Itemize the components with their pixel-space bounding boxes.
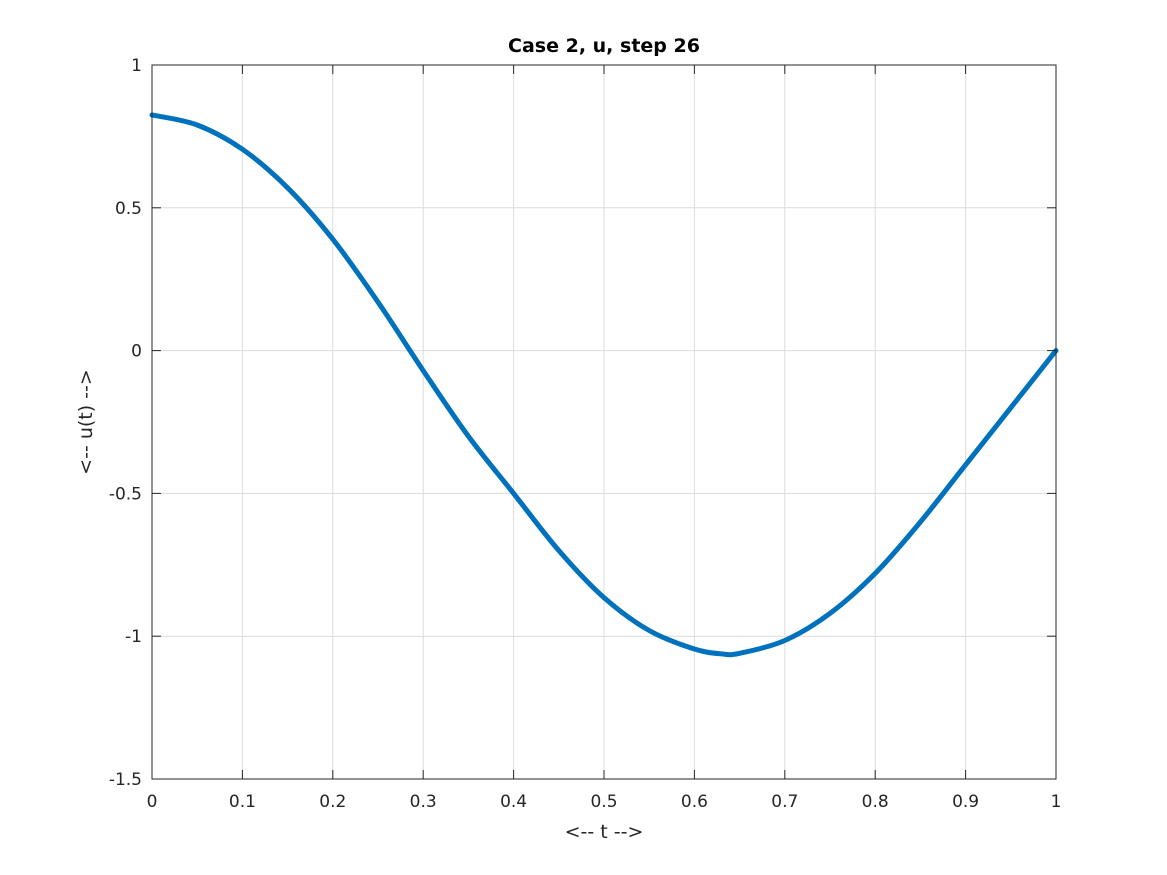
- x-tick-label: 0.3: [410, 792, 437, 812]
- x-tick-label: 0.8: [862, 792, 889, 812]
- x-tick-label: 0.2: [319, 792, 346, 812]
- chart-title: Case 2, u, step 26: [508, 35, 700, 57]
- x-tick-label: 0.5: [590, 792, 617, 812]
- x-axis-label: <-- t -->: [565, 821, 644, 843]
- x-tick-label: 0.1: [229, 792, 256, 812]
- y-tick-label: -1.5: [109, 770, 142, 790]
- x-tick-label: 1: [1051, 792, 1062, 812]
- y-tick-labels: -1.5 -1 -0.5 0 0.5 1: [109, 56, 142, 790]
- y-tick-label: -1: [125, 627, 142, 647]
- x-tick-label: 0.4: [500, 792, 527, 812]
- y-tick-label: 0: [131, 342, 142, 362]
- grid-lines: [151, 64, 1057, 780]
- x-tick-label: 0.7: [771, 792, 798, 812]
- x-tick-labels: 0 0.1 0.2 0.3 0.4 0.5 0.6 0.7 0.8 0.9 1: [147, 792, 1062, 812]
- series-layer: [149, 112, 1059, 658]
- y-tick-label: -0.5: [109, 484, 142, 504]
- x-tick-label: 0: [147, 792, 158, 812]
- axis-ticks: [151, 64, 1057, 780]
- y-tick-label: 0.5: [115, 199, 142, 219]
- x-tick-label: 0.9: [952, 792, 979, 812]
- x-tick-label: 0.6: [681, 792, 708, 812]
- y-axis-label: <-- u(t) -->: [75, 369, 97, 475]
- y-tick-label: 1: [131, 56, 142, 76]
- series-line-u: [149, 112, 1059, 658]
